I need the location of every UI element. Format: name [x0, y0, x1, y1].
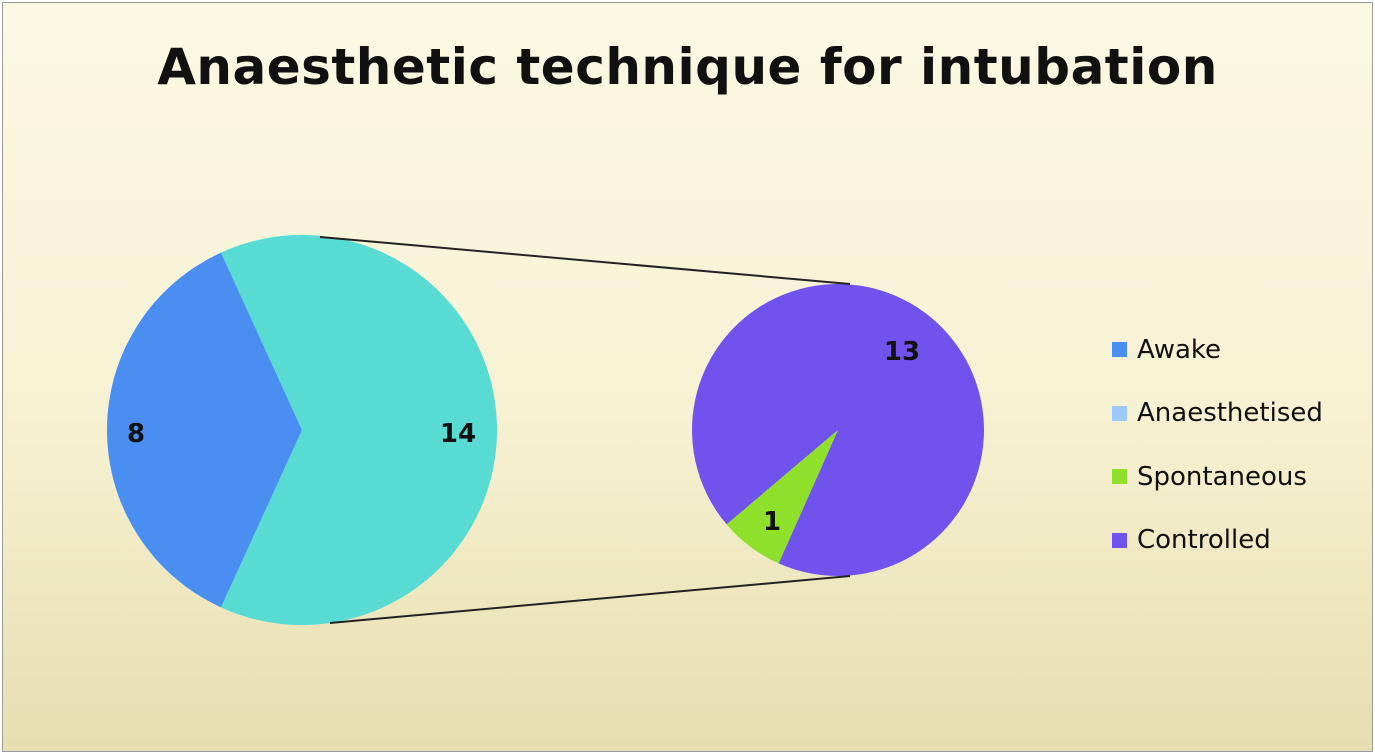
legend-item-spontaneous: Spontaneous [1112, 445, 1323, 509]
legend-label: Controlled [1137, 525, 1271, 556]
legend: Awake Anaesthetised Spontaneous Controll… [1112, 318, 1323, 572]
legend-swatch [1112, 469, 1127, 485]
legend-swatch [1112, 405, 1127, 421]
slice-awake [107, 252, 302, 608]
legend-label: Spontaneous [1137, 461, 1307, 492]
data-label-controlled: 13 [884, 337, 920, 367]
legend-swatch [1112, 342, 1127, 358]
legend-item-anaesthetised: Anaesthetised [1112, 382, 1323, 446]
slice-anaesthetised [220, 235, 497, 626]
connector-line-bottom [329, 575, 851, 624]
legend-label: Anaesthetised [1137, 398, 1323, 429]
slice-controlled [691, 283, 984, 576]
legend-swatch [1112, 532, 1127, 548]
chart-title: Anaesthetic technique for intubation [157, 38, 1218, 96]
data-label-anaesthetised: 14 [440, 419, 476, 449]
legend-item-controlled: Controlled [1112, 509, 1323, 573]
legend-item-awake: Awake [1112, 318, 1323, 382]
legend-label: Awake [1137, 334, 1222, 365]
data-label-spontaneous: 1 [763, 507, 781, 537]
slice-spontaneous [726, 430, 838, 564]
connector-line-top [319, 236, 851, 285]
data-label-awake: 8 [127, 419, 145, 449]
